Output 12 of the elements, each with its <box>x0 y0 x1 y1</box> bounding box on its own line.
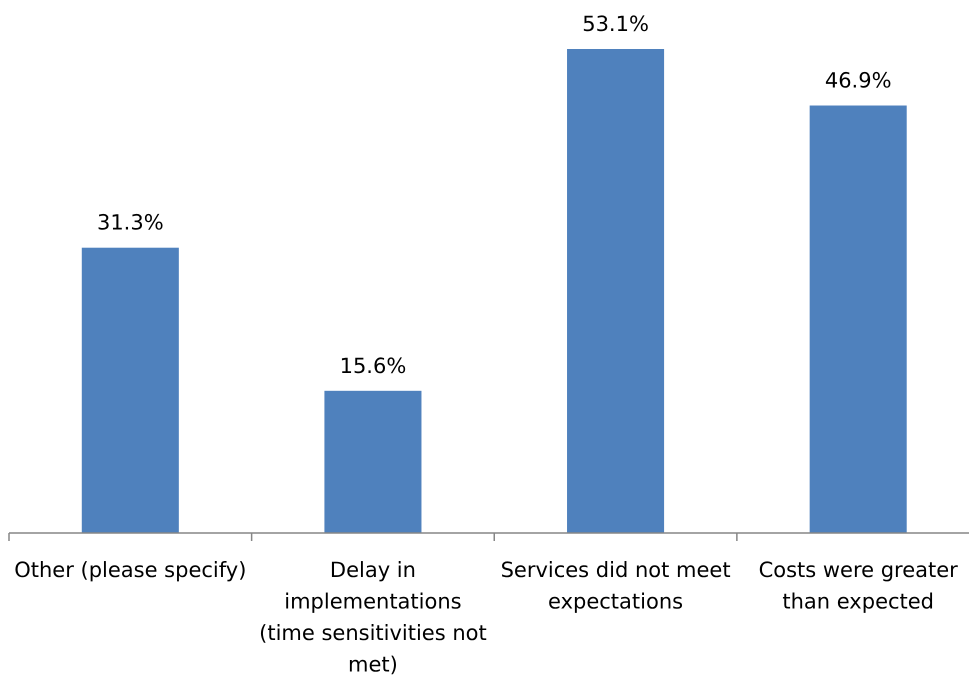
x-tick-label: Costs were greater than expected <box>758 558 958 614</box>
bar <box>567 49 664 533</box>
bar <box>810 106 907 533</box>
data-label: 31.3% <box>96 210 164 235</box>
bar <box>324 390 422 533</box>
bar <box>82 248 179 533</box>
data-label: 15.6% <box>340 354 406 378</box>
x-tick-label: Delay in implementations (time sensitivities not met) <box>259 558 487 676</box>
x-tick-label: Other (please specify) <box>14 558 246 582</box>
data-label: 46.9% <box>824 68 892 93</box>
data-label: 53.1% <box>582 12 649 36</box>
x-tick-label: Services did not meet expectations <box>500 558 731 614</box>
